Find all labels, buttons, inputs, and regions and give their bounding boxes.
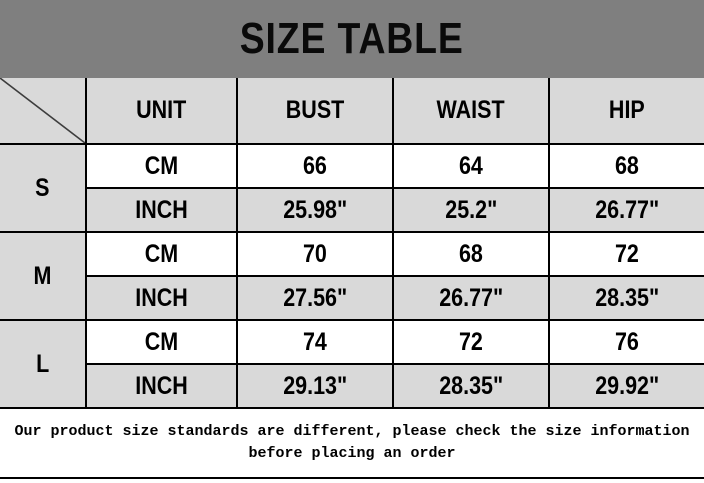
column-header-bust-label: BUST: [285, 96, 345, 124]
unit-label-m-cm: CM: [85, 231, 238, 277]
row-m-cm: M CM 70 68 72: [0, 231, 704, 321]
value-s-cm-waist-text: 64: [459, 151, 483, 180]
header-row: UNIT BUST WAIST HIP: [0, 78, 704, 145]
unit-label-l-cm-text: CM: [144, 327, 179, 356]
size-table: UNIT BUST WAIST HIP S CM 66 64 68 INCH 2…: [0, 78, 704, 409]
value-s-inch-waist-text: 25.2": [444, 195, 498, 224]
size-label-l: L: [0, 319, 87, 409]
unit-label-s-cm-text: CM: [144, 151, 179, 180]
value-m-inch-waist: 26.77": [392, 275, 550, 321]
value-s-cm-bust: 66: [236, 143, 394, 189]
size-label-m-text: M: [33, 261, 52, 290]
unit-label-l-inch: INCH: [86, 363, 238, 409]
footer-note: Our product size standards are different…: [0, 409, 704, 479]
corner-cell: [0, 78, 87, 145]
value-m-cm-hip: 72: [548, 231, 704, 277]
footer-note-line-2: before placing an order: [248, 445, 456, 462]
value-m-cm-bust-text: 70: [303, 239, 327, 268]
value-s-inch-bust: 25.98": [236, 187, 394, 233]
column-header-waist: WAIST: [392, 78, 550, 145]
row-s-inch: INCH 25.98" 25.2" 26.77": [0, 187, 704, 233]
value-m-cm-waist-text: 68: [459, 239, 483, 268]
column-header-bust: BUST: [236, 78, 394, 145]
value-l-cm-hip-text: 76: [615, 327, 639, 356]
value-m-cm-hip-text: 72: [615, 239, 639, 268]
size-table-banner: SIZE TABLE: [0, 0, 704, 78]
value-s-cm-hip: 68: [548, 143, 704, 189]
unit-label-m-inch-text: INCH: [135, 283, 188, 312]
value-m-inch-bust-text: 27.56": [282, 283, 347, 312]
unit-label-s-inch: INCH: [86, 187, 238, 233]
row-s-cm: S CM 66 64 68: [0, 143, 704, 233]
value-m-inch-waist-text: 26.77": [438, 283, 503, 312]
row-l-inch: INCH 29.13" 28.35" 29.92": [0, 363, 704, 409]
row-m-inch: INCH 27.56" 26.77" 28.35": [0, 275, 704, 321]
value-m-inch-hip: 28.35": [548, 275, 704, 321]
column-header-hip: HIP: [548, 78, 704, 145]
diagonal-line-icon: [0, 78, 85, 143]
value-l-cm-bust: 74: [236, 319, 394, 365]
unit-label-s-cm: CM: [85, 143, 238, 189]
unit-label-l-inch-text: INCH: [135, 371, 188, 400]
value-s-inch-hip-text: 26.77": [594, 195, 659, 224]
value-s-inch-waist: 25.2": [392, 187, 550, 233]
size-label-s: S: [0, 143, 87, 233]
value-l-inch-hip: 29.92": [548, 363, 704, 409]
value-m-cm-waist: 68: [392, 231, 550, 277]
value-s-cm-bust-text: 66: [303, 151, 327, 180]
unit-label-s-inch-text: INCH: [135, 195, 188, 224]
value-l-inch-bust-text: 29.13": [282, 371, 347, 400]
value-s-inch-bust-text: 25.98": [282, 195, 347, 224]
value-l-cm-hip: 76: [548, 319, 704, 365]
column-header-unit-label: UNIT: [136, 96, 187, 124]
size-label-s-text: S: [35, 173, 50, 202]
size-label-m: M: [0, 231, 87, 321]
value-l-inch-waist: 28.35": [392, 363, 550, 409]
value-s-inch-hip: 26.77": [548, 187, 704, 233]
value-s-cm-hip-text: 68: [615, 151, 639, 180]
size-label-l-text: L: [35, 349, 50, 378]
value-l-inch-waist-text: 28.35": [438, 371, 503, 400]
value-l-inch-bust: 29.13": [236, 363, 394, 409]
value-l-cm-waist-text: 72: [459, 327, 483, 356]
column-header-unit: UNIT: [85, 78, 238, 145]
footer-note-line-1: Our product size standards are different…: [14, 423, 690, 440]
column-header-hip-label: HIP: [609, 96, 645, 124]
unit-label-m-cm-text: CM: [144, 239, 179, 268]
column-header-waist-label: WAIST: [436, 96, 506, 124]
value-l-cm-bust-text: 74: [303, 327, 327, 356]
value-s-cm-waist: 64: [392, 143, 550, 189]
unit-label-m-inch: INCH: [86, 275, 238, 321]
value-l-inch-hip-text: 29.92": [594, 371, 659, 400]
value-m-inch-bust: 27.56": [236, 275, 394, 321]
value-m-cm-bust: 70: [236, 231, 394, 277]
unit-label-l-cm: CM: [85, 319, 238, 365]
value-l-cm-waist: 72: [392, 319, 550, 365]
value-m-inch-hip-text: 28.35": [594, 283, 659, 312]
row-l-cm: L CM 74 72 76: [0, 319, 704, 409]
page-title: SIZE TABLE: [240, 14, 464, 63]
